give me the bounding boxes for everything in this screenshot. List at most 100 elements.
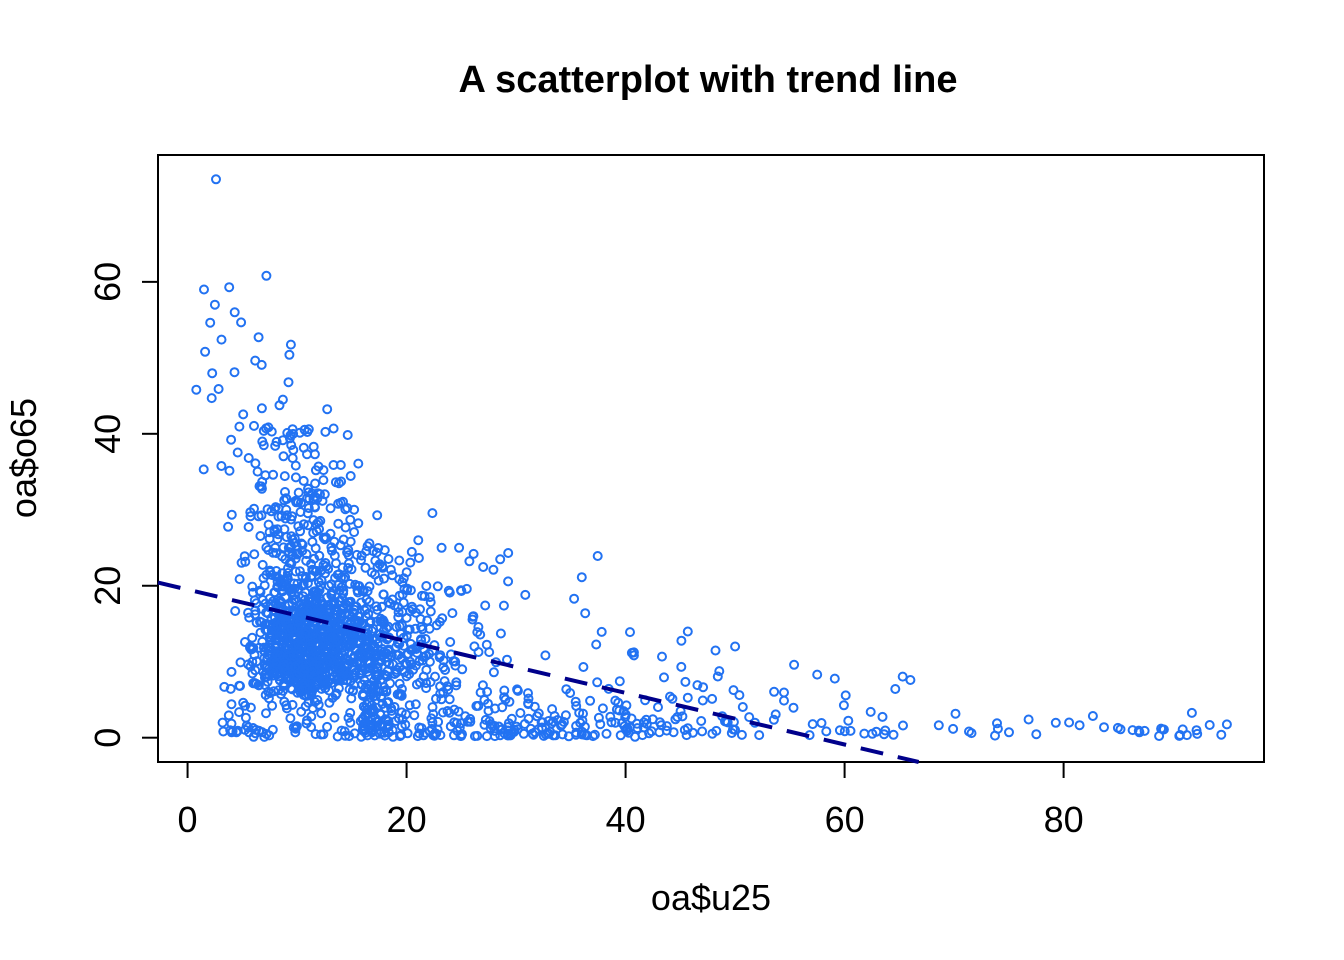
scatter-point: [312, 695, 323, 705]
scatter-point: [231, 727, 242, 738]
scatter-point: [451, 677, 462, 688]
scatter-point: [256, 483, 267, 494]
scatter-point: [386, 703, 397, 714]
scatter-point: [462, 716, 473, 727]
scatter-point: [287, 699, 298, 710]
scatter-point: [287, 598, 298, 609]
scatter-point: [340, 522, 351, 533]
scatter-point: [284, 671, 295, 682]
scatter-point: [391, 650, 402, 661]
scatter-point: [737, 702, 748, 712]
scatter-point: [224, 282, 235, 293]
scatter-point: [283, 377, 294, 388]
scatter-point: [576, 729, 587, 740]
scatter-point: [1099, 722, 1109, 733]
scatter-point: [421, 683, 432, 694]
scatter-point: [401, 671, 412, 682]
scatter-point: [337, 562, 348, 573]
scatter-point: [293, 497, 304, 508]
scatter-point: [379, 573, 389, 584]
scatter-point: [1074, 720, 1085, 731]
trend-line-group: [157, 580, 920, 764]
scatter-point: [518, 728, 529, 739]
scatter-point: [1127, 725, 1138, 736]
scatter-point: [205, 317, 216, 328]
scatter-point: [365, 617, 376, 628]
scatter-point: [829, 673, 840, 684]
scatter-point: [682, 626, 693, 637]
scatter-point: [286, 661, 296, 672]
scatter-point: [261, 708, 271, 719]
scatter-point: [251, 656, 262, 667]
scatter-point: [620, 712, 631, 722]
scatter-point: [260, 624, 271, 635]
scatter-point: [310, 638, 321, 649]
scatter-point: [216, 461, 227, 471]
scatter-point: [319, 674, 330, 685]
scatter-point: [438, 707, 448, 718]
scatter-point: [547, 704, 558, 715]
x-tick-label: 80: [1044, 799, 1084, 840]
scatter-point: [445, 637, 456, 647]
scatter-point: [480, 714, 491, 725]
scatter-point: [343, 545, 354, 555]
scatter-point: [1156, 723, 1167, 734]
scatter-point: [460, 711, 471, 722]
scatter-point: [288, 650, 299, 661]
scatter-point: [512, 684, 523, 695]
scatter-point: [1050, 717, 1061, 728]
scatter-point: [418, 730, 429, 741]
scatter-point: [351, 549, 362, 560]
scatter-point: [387, 570, 398, 581]
scatter-point: [410, 623, 421, 634]
scatter-point: [595, 719, 606, 730]
scatter-point: [515, 708, 526, 718]
scatter-point: [335, 663, 345, 674]
scatter-point: [591, 639, 602, 650]
scatter-point: [345, 630, 356, 641]
scatter-point: [506, 713, 517, 724]
scatter-point: [282, 427, 293, 438]
scatter-point: [475, 629, 486, 640]
scatter-point: [341, 670, 352, 681]
scatter-point: [354, 581, 365, 592]
scatter-point: [286, 531, 297, 542]
scatter-point: [682, 723, 693, 734]
scatter-point: [618, 706, 629, 717]
scatter-point: [543, 728, 554, 739]
scatter-point: [279, 495, 290, 506]
scatter-point: [287, 453, 298, 464]
scatter-point: [992, 718, 1002, 729]
scatter-point: [269, 504, 280, 515]
scatter-point: [344, 635, 354, 646]
scatter-point: [229, 307, 240, 318]
scatter-point: [425, 606, 436, 617]
scatter-point: [744, 712, 755, 723]
scatter-point: [754, 730, 765, 741]
scatter-point: [413, 535, 424, 546]
scatter-point: [279, 574, 290, 585]
scatter-point: [270, 542, 281, 553]
scatter-point: [311, 519, 322, 530]
scatter-point: [266, 613, 277, 624]
scatter-point: [378, 615, 388, 626]
scatter-point: [653, 702, 663, 713]
scatter-point: [310, 597, 321, 608]
scatter-point: [1115, 724, 1126, 735]
scatter-point: [332, 731, 343, 742]
scatter-point: [335, 497, 346, 508]
scatter-point: [286, 440, 297, 451]
scatter-point: [318, 475, 329, 486]
scatter-point: [320, 534, 331, 545]
scatter-points: [191, 174, 1232, 742]
scatter-point: [475, 687, 486, 698]
scatter-point: [249, 420, 259, 431]
scatter-point: [405, 557, 416, 568]
scatter-point: [252, 466, 263, 477]
scatter-point: [676, 661, 687, 672]
scatter-point: [770, 709, 781, 720]
scatter-point: [310, 645, 321, 656]
scatter-point: [632, 723, 643, 734]
scatter-point: [304, 493, 315, 504]
